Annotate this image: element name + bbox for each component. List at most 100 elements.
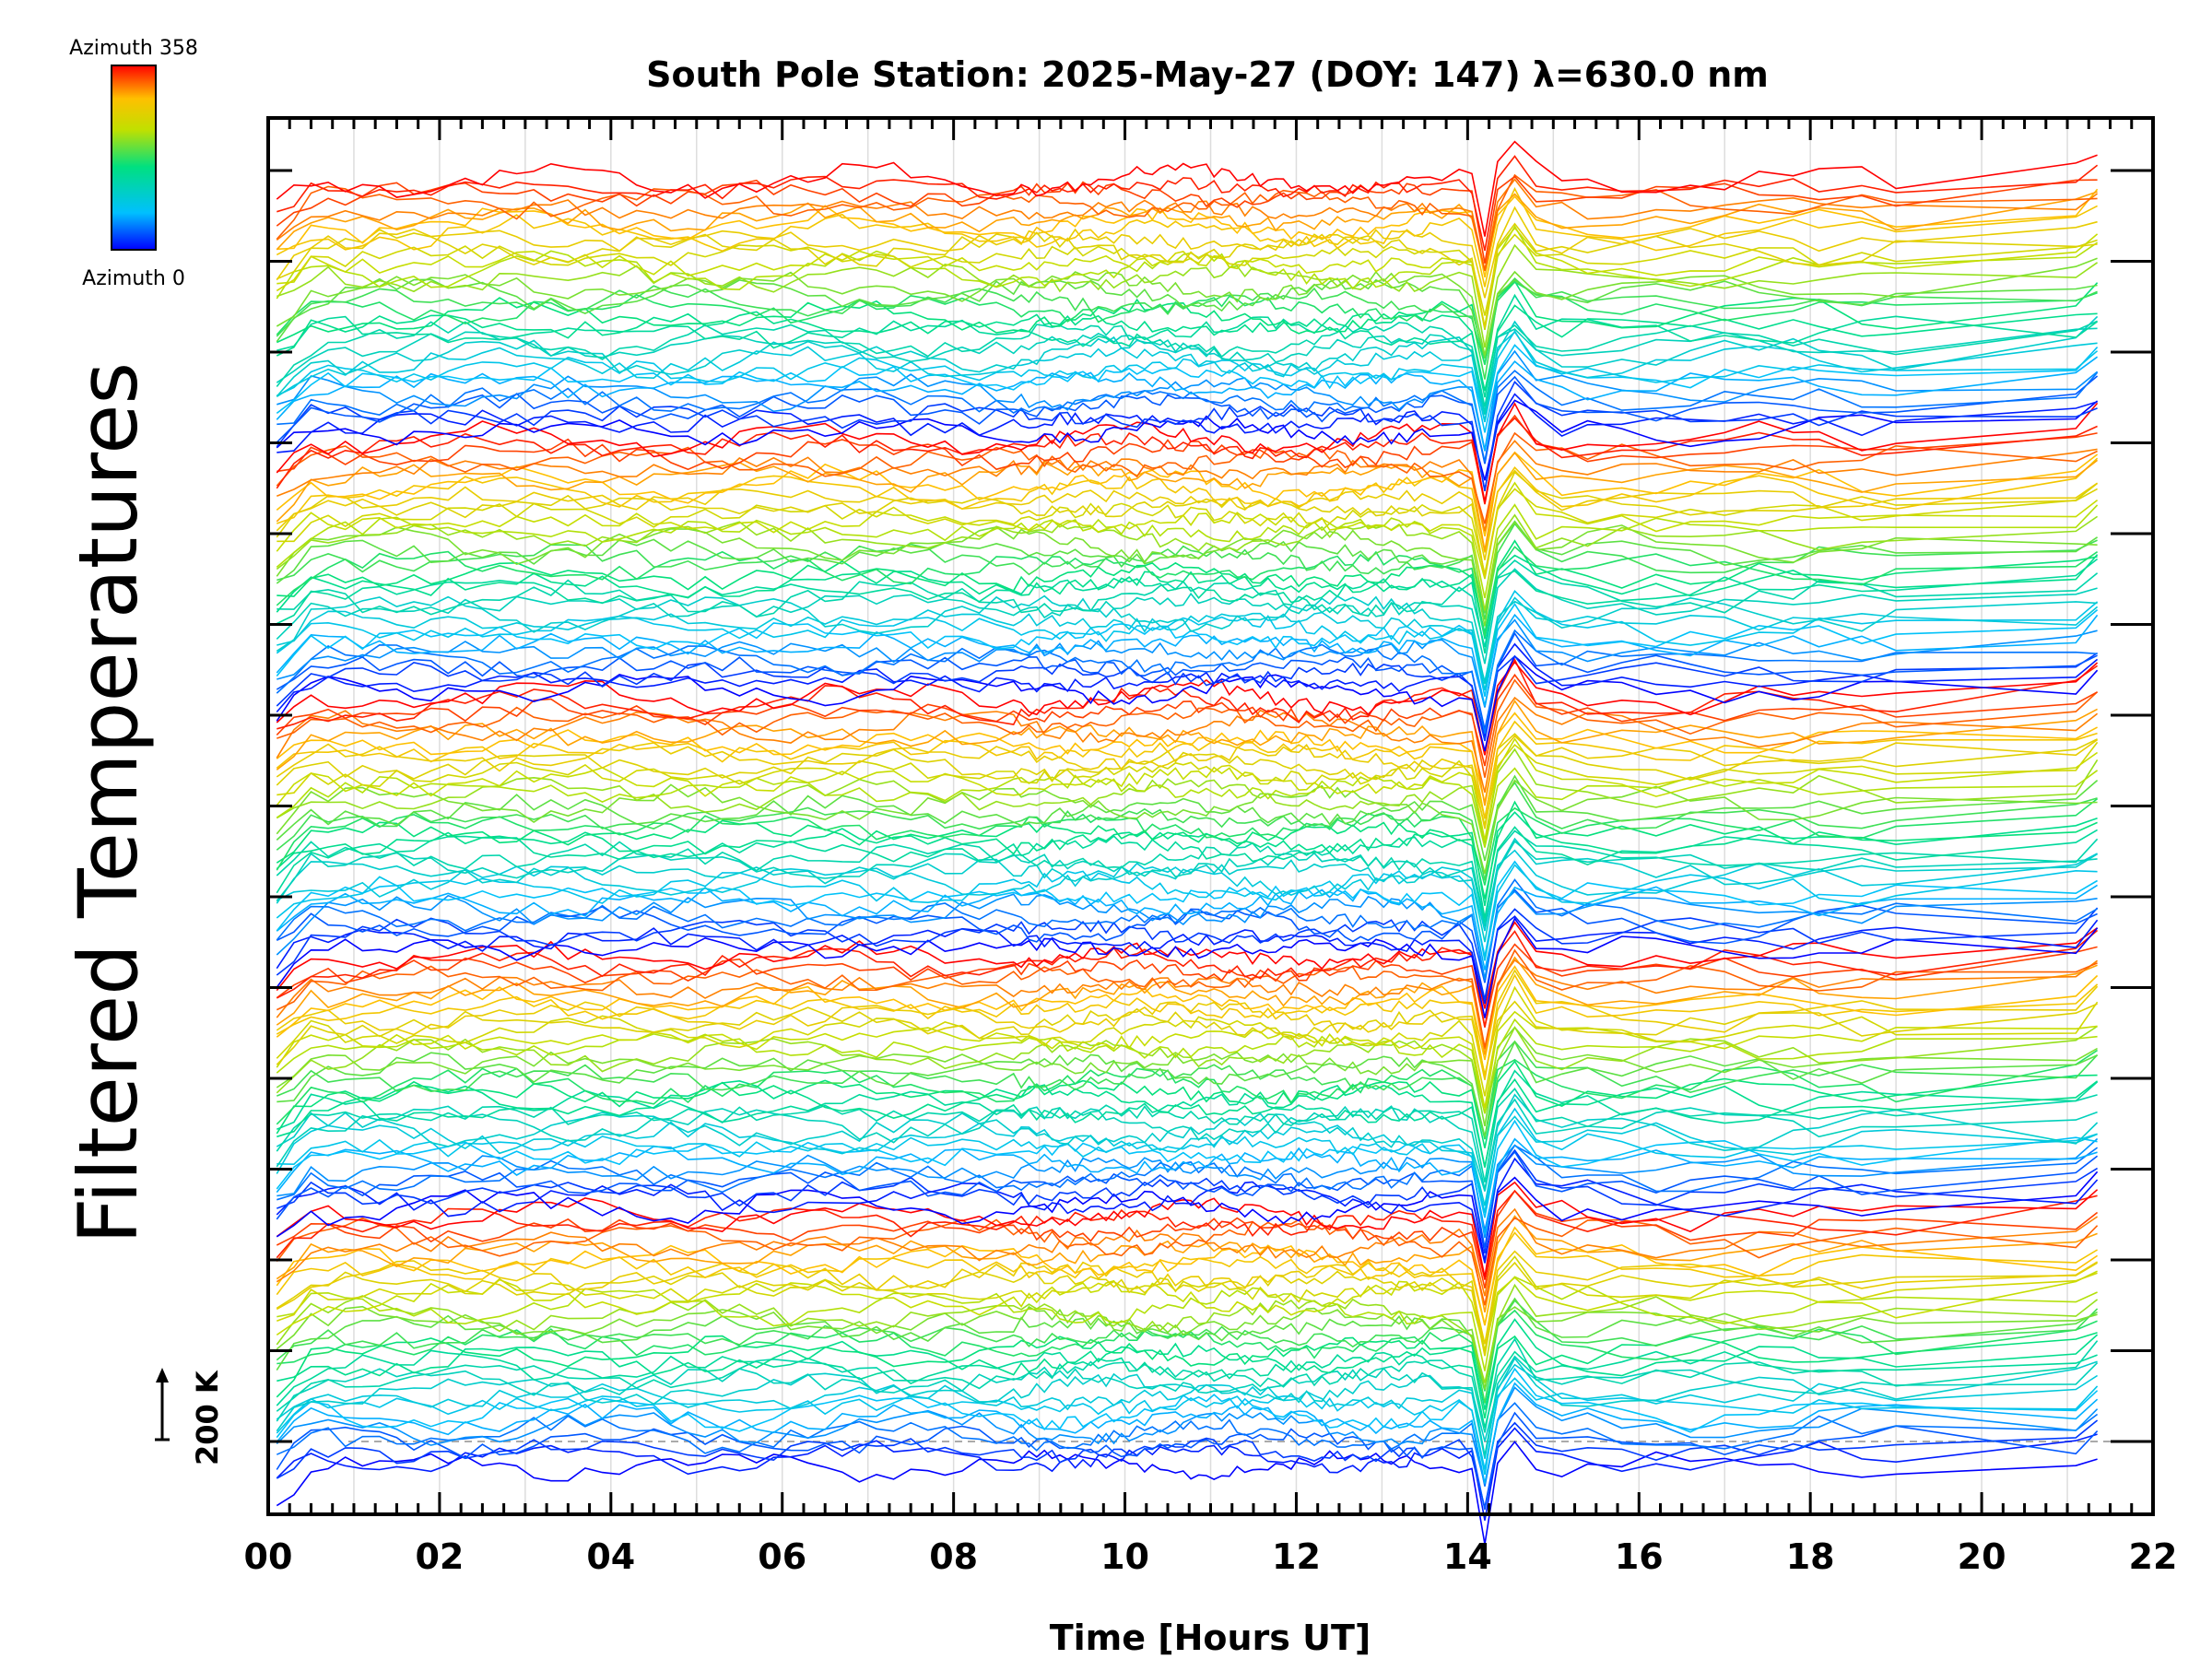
azimuth-trace <box>276 849 2098 932</box>
azimuth-trace <box>276 315 2099 412</box>
azimuth-trace <box>276 1157 2099 1264</box>
azimuth-trace <box>276 590 2099 682</box>
azimuth-trace <box>276 225 2099 330</box>
x-tick-labels: 00 02 04 06 08 10 12 14 16 18 20 22 <box>244 1536 2178 1577</box>
azimuth-trace <box>276 222 2098 329</box>
azimuth-trace <box>276 712 2098 803</box>
azimuth-trace <box>276 830 2099 923</box>
azimuth-trace <box>276 1189 2098 1280</box>
azimuth-trace <box>276 1402 2099 1487</box>
azimuth-trace <box>276 481 2099 580</box>
azimuth-trace <box>276 280 2098 365</box>
azimuth-trace <box>276 959 2099 1050</box>
azimuth-trace <box>276 657 2099 756</box>
azimuth-trace <box>276 1367 2099 1470</box>
azimuth-trace <box>276 344 2099 433</box>
azimuth-trace <box>276 699 2098 806</box>
azimuth-trace <box>276 482 2099 575</box>
azimuth-trace <box>276 781 2098 881</box>
azimuth-trace <box>276 1355 2099 1456</box>
azimuth-trace <box>276 969 2099 1080</box>
azimuth-trace <box>276 178 2099 271</box>
azimuth-trace <box>276 888 2098 983</box>
azimuth-trace <box>276 1049 2099 1140</box>
azimuth-trace <box>276 631 2098 730</box>
azimuth-trace <box>276 973 2099 1077</box>
azimuth-trace <box>276 1226 2099 1325</box>
colorbar-bottom-label: Azimuth 0 <box>82 267 185 290</box>
azimuth-trace <box>276 503 2099 599</box>
y-axis-label: Filtered Temperatures <box>61 362 156 1244</box>
azimuth-trace <box>276 1270 2098 1351</box>
azimuth-trace <box>276 774 2099 862</box>
azimuth-trace <box>276 452 2099 551</box>
x-tick-label: 08 <box>929 1536 978 1577</box>
azimuth-trace <box>276 440 2098 532</box>
azimuth-trace <box>276 720 2098 819</box>
azimuth-trace <box>276 1026 2098 1127</box>
azimuth-trace <box>276 349 2099 451</box>
azimuth-trace <box>276 1441 2098 1545</box>
azimuth-trace <box>276 293 2099 398</box>
azimuth-trace <box>276 155 2099 252</box>
azimuth-trace <box>276 257 2098 356</box>
azimuth-trace <box>276 568 2098 665</box>
colorbar: Azimuth 358 Azimuth 0 <box>69 37 198 290</box>
azimuth-trace <box>276 1411 2099 1511</box>
azimuth-trace <box>276 187 2098 288</box>
azimuth-trace <box>276 1299 2099 1404</box>
azimuth-trace <box>276 206 2098 299</box>
azimuth-trace <box>276 1189 2099 1288</box>
azimuth-trace <box>276 277 2098 359</box>
azimuth-trace <box>276 1098 2098 1190</box>
x-axis-label: Time [Hours UT] <box>1050 1618 1371 1658</box>
azimuth-trace <box>276 1010 2098 1109</box>
azimuth-trace <box>276 431 2098 524</box>
azimuth-trace <box>276 741 2099 826</box>
azimuth-trace <box>276 915 2099 1005</box>
azimuth-trace <box>276 381 2098 492</box>
azimuth-trace <box>276 1069 2099 1168</box>
x-tick-label: 04 <box>586 1536 635 1577</box>
x-tick-label: 06 <box>758 1536 806 1577</box>
azimuth-trace <box>276 1077 2099 1168</box>
azimuth-trace <box>276 417 2098 505</box>
azimuth-trace <box>276 840 2098 927</box>
azimuth-trace <box>276 175 2098 264</box>
azimuth-trace <box>276 1357 2098 1441</box>
azimuth-trace <box>276 1377 2099 1476</box>
azimuth-trace <box>276 1018 2098 1113</box>
azimuth-trace <box>276 948 2098 1048</box>
azimuth-trace <box>276 1181 2099 1277</box>
azimuth-trace <box>276 696 2099 793</box>
azimuth-trace <box>276 546 2099 637</box>
azimuth-trace <box>276 890 2098 979</box>
azimuth-trace <box>276 1040 2098 1137</box>
azimuth-trace <box>276 800 2098 900</box>
scale-bar-label: 200 K <box>190 1370 225 1465</box>
azimuth-trace <box>276 457 2099 553</box>
azimuth-trace <box>276 356 2099 452</box>
azimuth-trace <box>276 1419 2099 1508</box>
azimuth-trace <box>276 227 2099 327</box>
azimuth-trace <box>276 917 2099 1018</box>
azimuth-trace <box>276 1309 2098 1392</box>
azimuth-trace <box>276 513 2099 611</box>
azimuth-trace <box>276 522 2098 620</box>
azimuth-trace <box>276 1305 2098 1390</box>
azimuth-trace <box>276 737 2099 841</box>
azimuth-trace <box>276 1115 2098 1206</box>
azimuth-trace <box>276 393 2098 490</box>
azimuth-trace <box>276 965 2099 1061</box>
azimuth-trace <box>276 594 2098 685</box>
azimuth-trace <box>276 402 2099 503</box>
azimuth-trace <box>276 1025 2099 1114</box>
azimuth-trace <box>276 654 2099 752</box>
x-tick-label: 10 <box>1100 1536 1149 1577</box>
x-tick-label: 12 <box>1272 1536 1321 1577</box>
azimuth-trace <box>276 399 2099 481</box>
x-tick-label: 16 <box>1615 1536 1664 1577</box>
azimuth-trace <box>276 140 2098 237</box>
azimuth-trace <box>276 520 2099 614</box>
azimuth-trace <box>276 471 2098 577</box>
